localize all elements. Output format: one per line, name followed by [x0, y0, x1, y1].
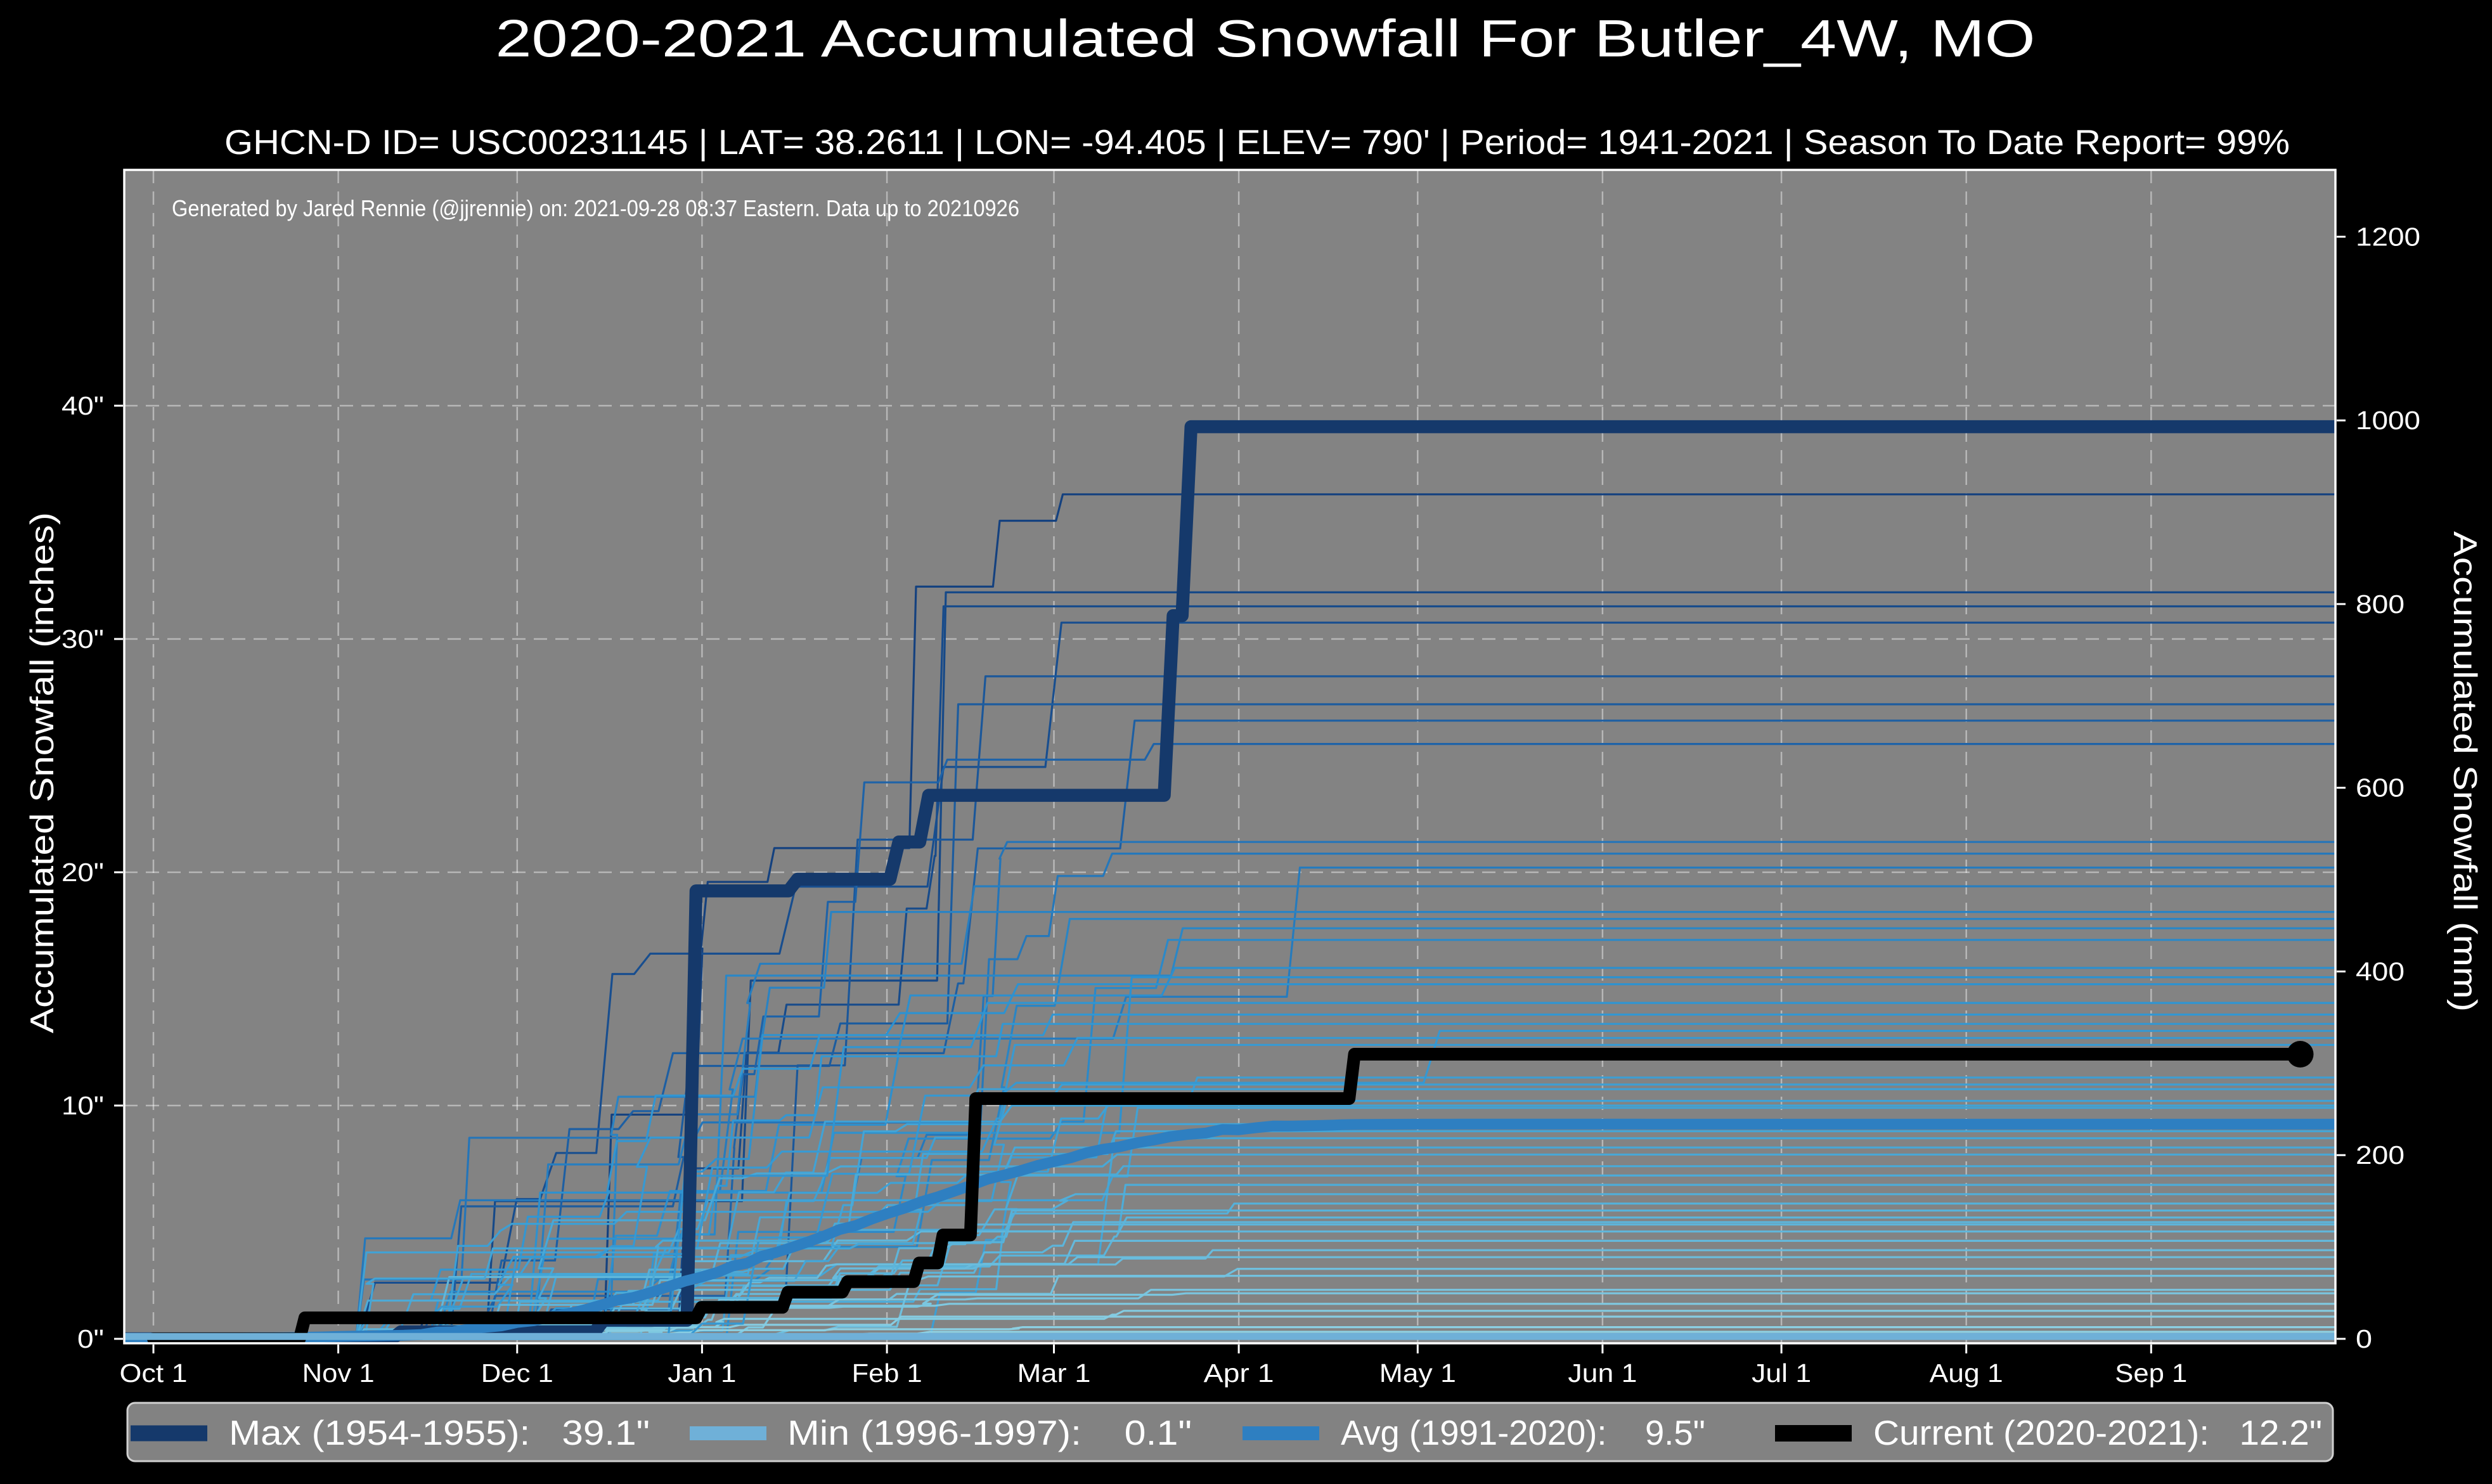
svg-text:Aug 1: Aug 1 — [1930, 1358, 2003, 1388]
svg-text:Sep 1: Sep 1 — [2115, 1358, 2187, 1388]
svg-text:Min (1996-1997): 0.1": Min (1996-1997): 0.1" — [787, 1413, 1192, 1452]
svg-text:0": 0" — [77, 1324, 104, 1353]
svg-text:600: 600 — [2356, 773, 2405, 803]
svg-text:0: 0 — [2356, 1324, 2372, 1353]
svg-text:1200: 1200 — [2356, 222, 2420, 251]
svg-text:200: 200 — [2356, 1140, 2405, 1170]
svg-text:Accumulated Snowfall (mm): Accumulated Snowfall (mm) — [2446, 531, 2483, 1012]
svg-text:40": 40" — [61, 391, 104, 420]
svg-text:2020-2021 Accumulated Snowfall: 2020-2021 Accumulated Snowfall For Butle… — [496, 9, 2036, 68]
svg-text:Avg (1991-2020): 9.5": Avg (1991-2020): 9.5" — [1341, 1413, 1705, 1452]
svg-text:Jul 1: Jul 1 — [1752, 1358, 1811, 1388]
svg-text:800: 800 — [2356, 590, 2405, 619]
svg-text:Accumulated Snowfall (inches): Accumulated Snowfall (inches) — [24, 512, 61, 1033]
svg-text:May 1: May 1 — [1379, 1358, 1456, 1388]
svg-text:Generated by Jared Rennie (@jj: Generated by Jared Rennie (@jjrennie) on… — [172, 195, 1019, 221]
svg-text:Dec 1: Dec 1 — [481, 1358, 553, 1388]
svg-text:Jun 1: Jun 1 — [1568, 1358, 1637, 1388]
svg-text:1000: 1000 — [2356, 406, 2420, 435]
svg-text:GHCN-D ID= USC00231145 | LAT=: GHCN-D ID= USC00231145 | LAT= 38.2611 | … — [224, 122, 2290, 162]
svg-text:Jan 1: Jan 1 — [668, 1358, 736, 1388]
svg-text:400: 400 — [2356, 957, 2405, 986]
svg-text:Mar 1: Mar 1 — [1017, 1358, 1091, 1388]
svg-text:Nov 1: Nov 1 — [302, 1358, 375, 1388]
svg-text:30": 30" — [61, 624, 104, 654]
svg-text:Oct 1: Oct 1 — [120, 1358, 188, 1388]
svg-text:Apr 1: Apr 1 — [1204, 1358, 1274, 1388]
svg-text:20": 20" — [61, 858, 104, 887]
svg-text:10": 10" — [61, 1091, 104, 1120]
svg-text:Max (1954-1955): 39.1": Max (1954-1955): 39.1" — [229, 1413, 650, 1452]
svg-text:Feb 1: Feb 1 — [852, 1358, 922, 1388]
svg-text:Current (2020-2021): 12.2": Current (2020-2021): 12.2" — [1873, 1413, 2322, 1452]
